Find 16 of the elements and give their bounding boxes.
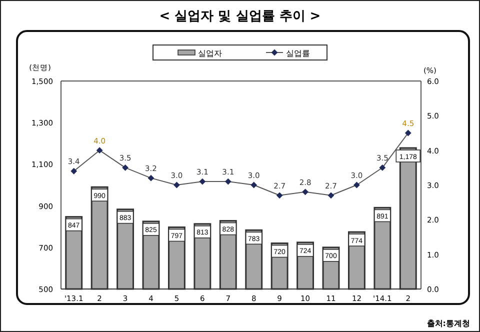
point — [379, 164, 386, 171]
legend-label: 실업률 — [286, 49, 310, 58]
point — [224, 178, 232, 185]
source-note: 출처:통계청 — [426, 319, 470, 328]
point — [148, 174, 154, 182]
chart-title: < 실업자 및 실업률 추이 > — [159, 9, 321, 24]
point — [199, 178, 206, 185]
point — [70, 168, 78, 174]
legend-label: 실업자 — [198, 49, 222, 58]
point — [250, 182, 258, 188]
point — [328, 192, 334, 199]
point — [122, 164, 128, 171]
point — [302, 188, 308, 196]
point — [404, 130, 412, 136]
point — [276, 192, 283, 199]
point — [96, 147, 103, 154]
